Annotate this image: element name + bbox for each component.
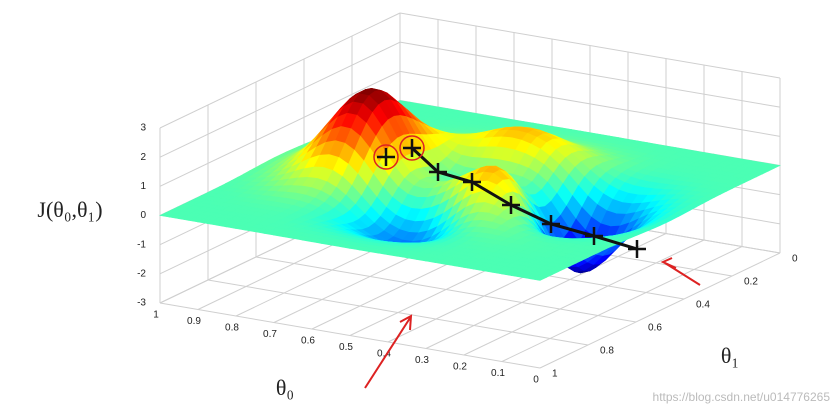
grid-line bbox=[159, 12, 401, 129]
x-tick-label: 0.8 bbox=[225, 323, 239, 334]
z-tick-label: 0 bbox=[140, 210, 146, 221]
watermark: https://blog.csdn.net/u014776265 bbox=[653, 390, 831, 404]
step-marker bbox=[463, 173, 481, 191]
grid-line bbox=[207, 279, 589, 346]
grid-line bbox=[255, 256, 637, 323]
x-axis-label: θ₀ bbox=[276, 375, 294, 400]
grid-line bbox=[425, 233, 667, 349]
grid-line bbox=[159, 41, 401, 158]
y-tick-label: 0.6 bbox=[648, 323, 662, 334]
arrow bbox=[364, 314, 413, 389]
x-tick-label: 0.7 bbox=[263, 329, 277, 340]
y-tick-label: 0 bbox=[792, 254, 798, 265]
y-tick-label: 0.4 bbox=[696, 300, 710, 311]
x-tick-label: 0.3 bbox=[415, 355, 429, 366]
y-tick-label: 1 bbox=[552, 369, 558, 380]
grid-line bbox=[159, 70, 401, 187]
z-tick-label: 1 bbox=[140, 181, 146, 192]
z-tick-label: 3 bbox=[140, 123, 146, 134]
x-tick-label: 0.4 bbox=[377, 349, 391, 360]
plot-area: -3 -2 -1 0 1 2 3 0 0.1 0.2 0.3 0.4 0.5 0.6 0.7 0.8 0.9 1 0… bbox=[137, 12, 798, 389]
step-marker bbox=[628, 240, 646, 258]
z-axis-label: J(θ₀,θ₁) bbox=[37, 197, 102, 222]
grid-line bbox=[463, 239, 705, 356]
highlight-circle bbox=[399, 135, 425, 161]
x-tick-label: 0.5 bbox=[339, 342, 353, 353]
step-marker bbox=[429, 163, 447, 181]
x-tick-label: 0 bbox=[533, 375, 539, 386]
x-tick-label: 0.9 bbox=[187, 316, 201, 327]
y-tick-label: 0.8 bbox=[600, 346, 614, 357]
z-tick-label: -2 bbox=[137, 268, 146, 279]
z-tick-label: -3 bbox=[137, 298, 146, 309]
y-axis-label: θ₁ bbox=[721, 343, 739, 368]
highlight-circle bbox=[373, 144, 399, 170]
x-tick-label: 1 bbox=[153, 310, 159, 321]
step-marker bbox=[403, 139, 421, 157]
arrow bbox=[660, 257, 701, 286]
y-tick-label: 0.2 bbox=[744, 277, 758, 288]
z-tick-label: -1 bbox=[137, 239, 146, 250]
x-tick-label: 0.1 bbox=[491, 368, 505, 379]
z-tick-label: 2 bbox=[140, 152, 146, 163]
grid-line bbox=[159, 302, 541, 369]
step-marker bbox=[585, 227, 603, 245]
grid-line bbox=[539, 252, 781, 369]
step-marker bbox=[502, 196, 520, 214]
step-marker bbox=[542, 215, 560, 233]
x-tick-label: 0.6 bbox=[301, 336, 315, 347]
surface-patch bbox=[529, 275, 547, 281]
x-tick-label: 0.2 bbox=[453, 362, 467, 373]
grid-line bbox=[501, 246, 743, 362]
step-marker bbox=[377, 148, 395, 166]
